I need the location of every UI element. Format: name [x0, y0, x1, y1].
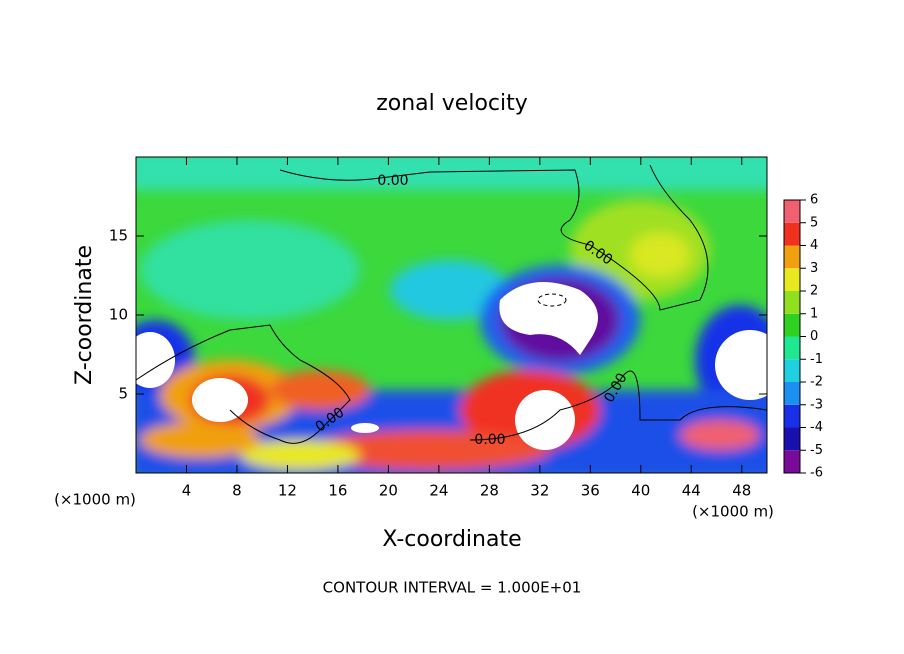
y-tick-label: 15: [109, 227, 128, 245]
colorbar-label: 0: [810, 329, 818, 344]
colorbar-label: -2: [810, 375, 823, 390]
colorbar-band: [784, 291, 800, 314]
colorbar-label: -3: [810, 397, 823, 412]
x-tick-label: 44: [682, 482, 701, 500]
x-tick-label: 12: [278, 482, 297, 500]
x-tick-label: 28: [480, 482, 499, 500]
colorbar-label: -6: [810, 466, 823, 481]
x-tick-label: 24: [429, 482, 448, 500]
colorbar-band: [784, 245, 800, 269]
colorbar-band: [784, 427, 800, 451]
colorbar-label: 1: [810, 306, 818, 321]
field: [136, 157, 767, 473]
colorbar-label: 2: [810, 284, 818, 299]
x-tick-label: 48: [732, 482, 751, 500]
colorbar-band: [784, 450, 800, 473]
y-axis-label: Z-coordinate: [72, 245, 97, 385]
colorbar-label: -4: [810, 420, 823, 435]
y-tick-label: 5: [118, 385, 128, 403]
colorbar-label: 3: [810, 261, 818, 276]
contour-label: 0.00: [377, 173, 408, 189]
x-tick-label: 20: [379, 482, 398, 500]
colorbar-label: -5: [810, 443, 823, 458]
x-tick-label: 4: [182, 482, 192, 500]
y-unit: (×1000 m): [692, 503, 774, 521]
contour-label: 0.00: [474, 432, 505, 448]
x-tick-label: 32: [530, 482, 549, 500]
colorbar-band: [784, 404, 800, 428]
y-tick-label: 10: [109, 306, 128, 324]
colorbar-label: 4: [810, 238, 818, 253]
colorbar-band: [784, 336, 800, 360]
colorbar-band: [784, 222, 800, 246]
colorbar-label: -1: [810, 352, 823, 367]
x-axis-label: X-coordinate: [382, 527, 521, 552]
x-tick-label: 36: [581, 482, 600, 500]
x-tick-label: 40: [631, 482, 650, 500]
colorbar-label: 5: [810, 215, 818, 230]
colorbar-band: [784, 313, 800, 337]
colorbar-label: 6: [810, 193, 818, 208]
x-tick-label: 16: [328, 482, 347, 500]
colorbar-band: [784, 268, 800, 291]
x-unit: (×1000 m): [54, 491, 136, 509]
colorbar-band: [784, 382, 800, 405]
colorbar-band: [784, 200, 800, 223]
chart-title: zonal velocity: [376, 91, 528, 116]
x-tick-label: 8: [232, 482, 242, 500]
colorbar-band: [784, 359, 800, 382]
footer: CONTOUR INTERVAL = 1.000E+01: [323, 579, 582, 597]
